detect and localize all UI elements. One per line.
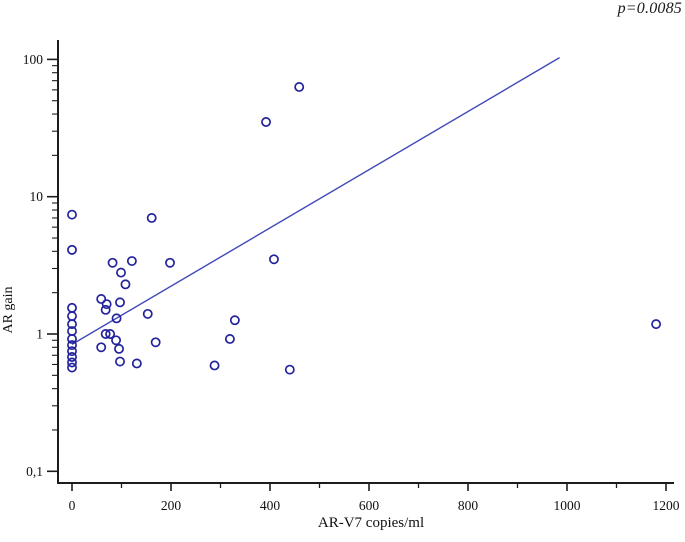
y-tick-label: 10 xyxy=(30,189,44,204)
x-tick-label: 800 xyxy=(458,498,479,513)
data-point xyxy=(96,294,107,304)
data-point xyxy=(284,364,295,375)
data-point xyxy=(120,279,131,290)
data-point xyxy=(126,256,137,266)
data-point xyxy=(269,254,279,265)
data-point xyxy=(111,335,122,346)
x-axis-title: AR-V7 copies/ml xyxy=(317,515,425,531)
x-tick-label: 0 xyxy=(69,498,76,513)
data-point xyxy=(209,360,220,371)
data-point xyxy=(67,357,77,368)
data-point xyxy=(107,257,118,268)
data-point xyxy=(101,299,112,310)
data-point xyxy=(96,342,107,353)
data-point xyxy=(224,334,235,344)
data-point xyxy=(67,319,77,330)
p-value-annotation: p=0.0085 xyxy=(617,0,682,17)
data-point xyxy=(142,308,153,319)
data-point xyxy=(115,356,125,367)
data-point xyxy=(100,304,111,315)
data-point xyxy=(67,334,77,344)
x-tick-label: 1000 xyxy=(554,498,581,513)
x-tick-label: 200 xyxy=(161,498,182,513)
data-point xyxy=(67,340,77,351)
data-point xyxy=(67,209,77,220)
data-point xyxy=(150,337,161,348)
data-point xyxy=(116,267,126,278)
data-point xyxy=(261,117,271,127)
x-tick-label: 400 xyxy=(260,498,281,513)
data-point xyxy=(115,297,125,308)
data-point xyxy=(67,362,77,373)
data-point xyxy=(67,352,77,362)
data-point xyxy=(111,313,122,324)
data-point xyxy=(105,329,116,339)
regression-line xyxy=(71,57,560,345)
y-axis-title: AR gain xyxy=(1,286,16,334)
data-point xyxy=(67,311,77,322)
data-point xyxy=(229,315,240,326)
y-tick-label: 100 xyxy=(23,52,44,67)
data-point xyxy=(294,82,305,92)
data-point xyxy=(67,346,77,357)
x-tick-label: 1200 xyxy=(653,498,680,513)
y-tick-label: 1 xyxy=(36,327,43,342)
y-tick-label: 0,1 xyxy=(26,464,43,479)
data-point xyxy=(146,213,157,223)
data-point xyxy=(114,343,124,354)
data-point xyxy=(651,319,662,330)
data-point xyxy=(67,244,77,255)
data-point xyxy=(100,329,111,339)
x-tick-label: 600 xyxy=(359,498,380,513)
data-point xyxy=(165,257,175,268)
data-point xyxy=(67,302,77,313)
data-point xyxy=(131,358,142,369)
